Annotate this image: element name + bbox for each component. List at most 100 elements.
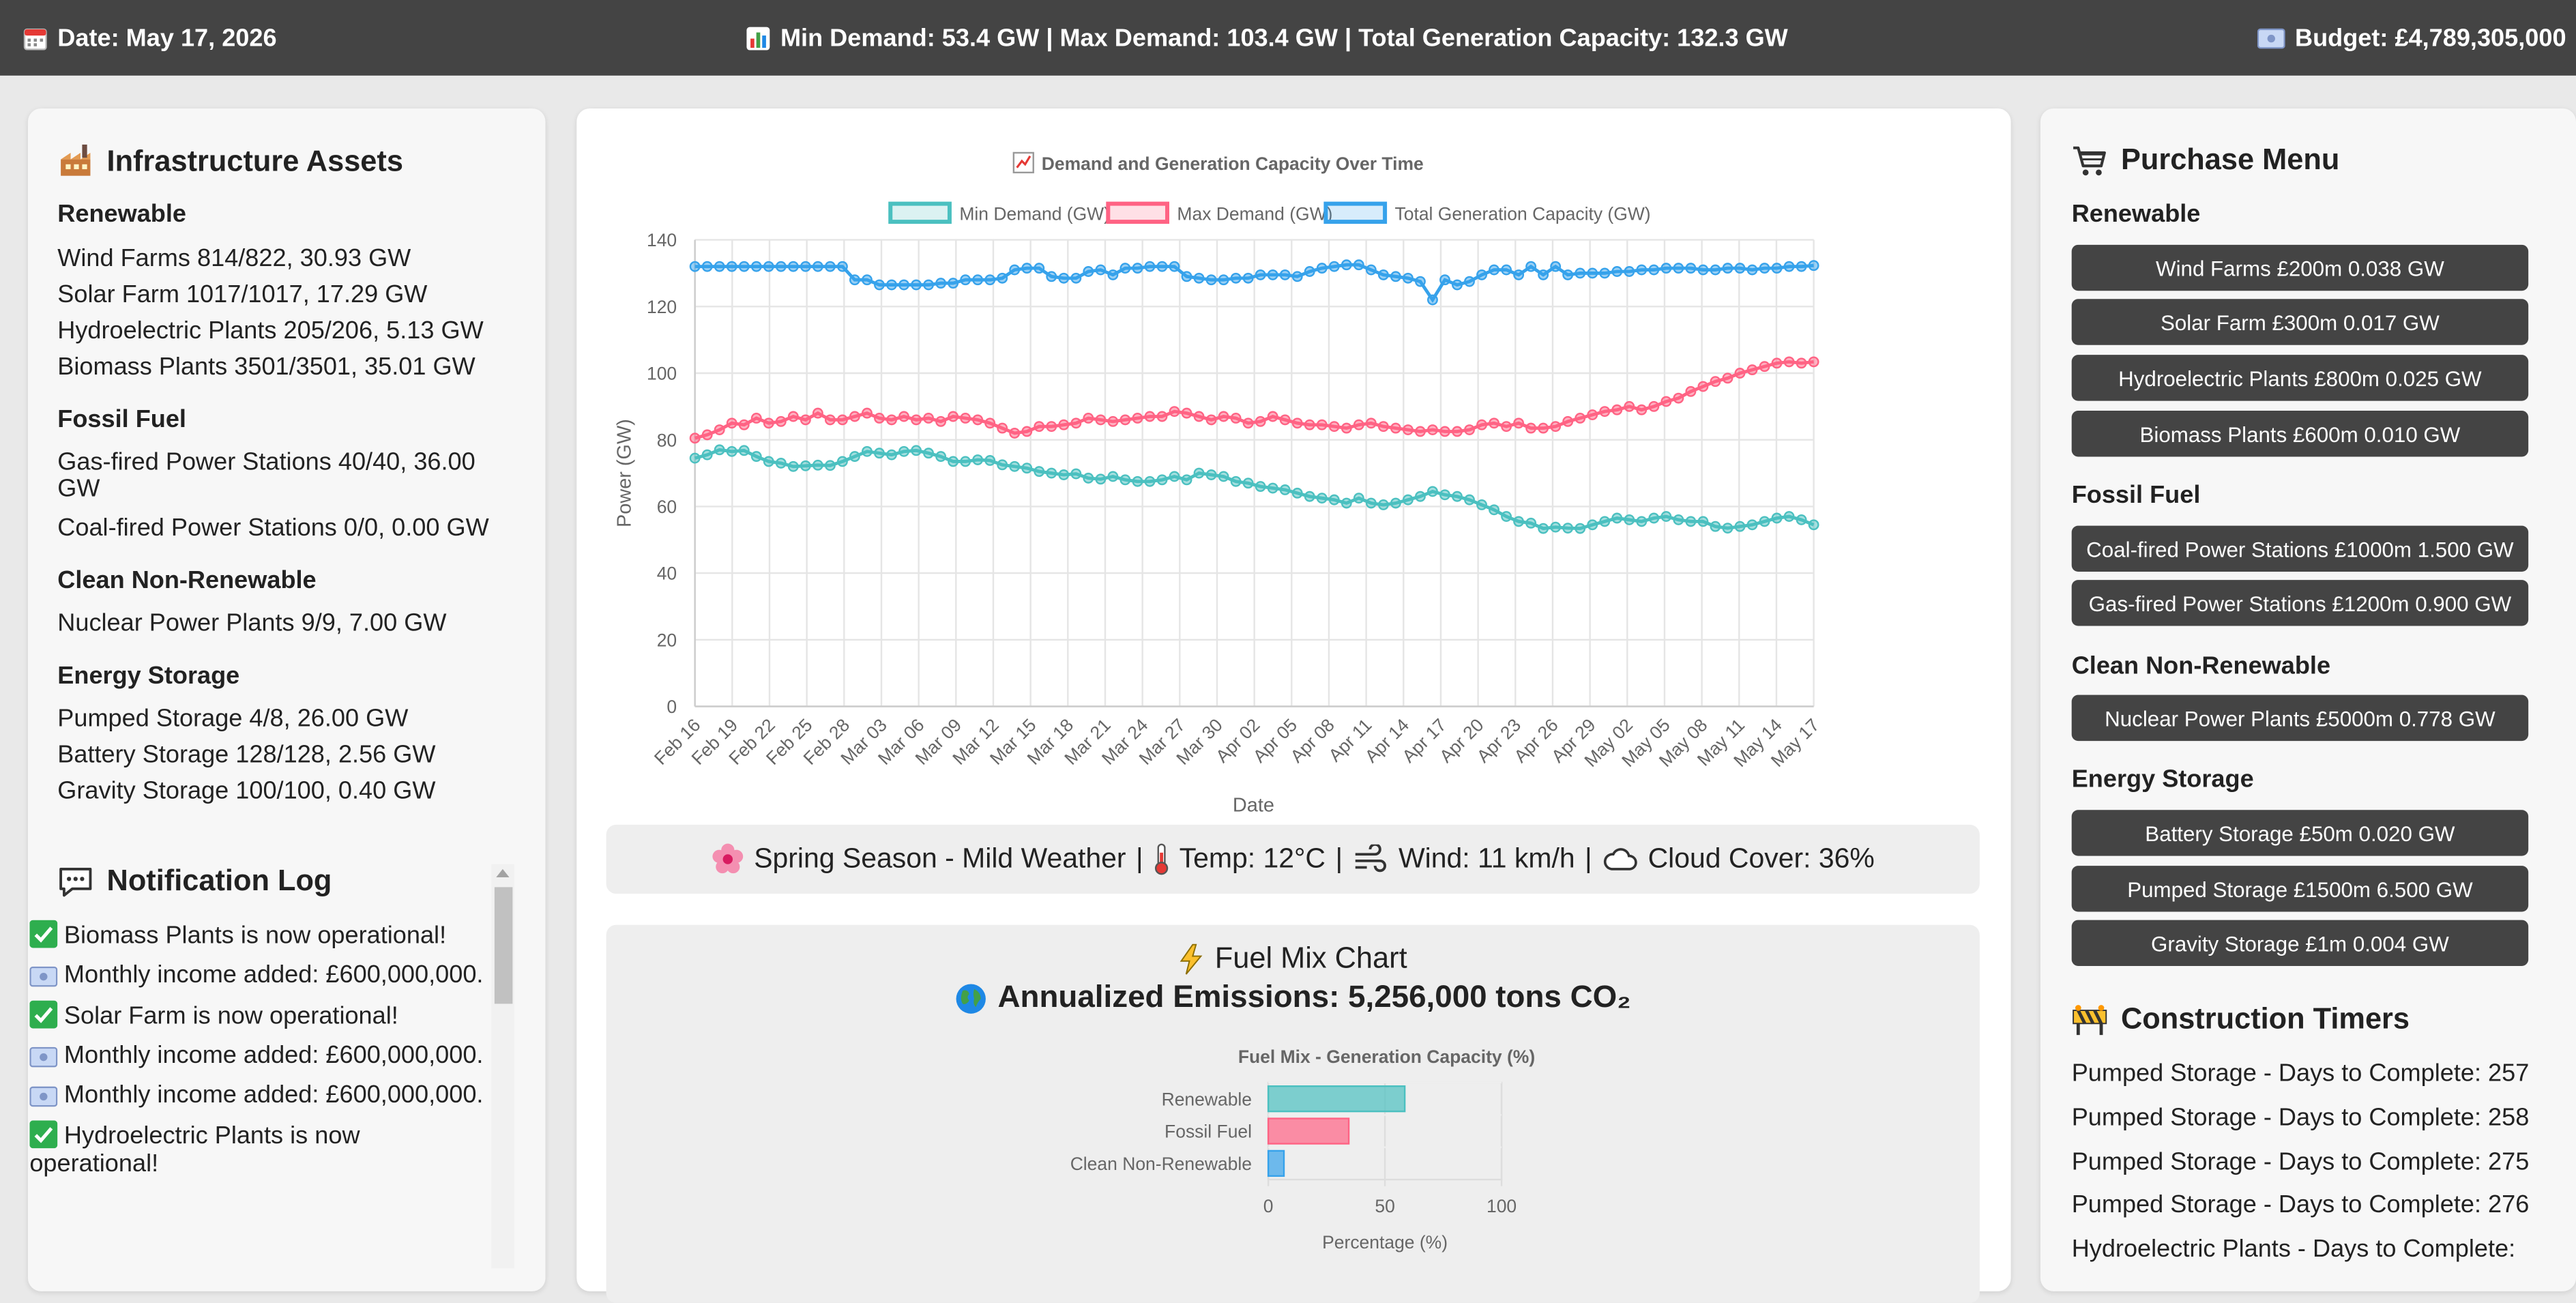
data-point <box>1426 486 1438 497</box>
wind-icon <box>1353 844 1389 874</box>
check-icon <box>29 1120 58 1149</box>
fuel-category-label: Clean Non-Renewable <box>1070 1154 1252 1174</box>
data-point <box>997 459 1008 471</box>
purchase-category-renewable: Renewable <box>2071 200 2201 229</box>
data-point <box>836 414 848 426</box>
data-point <box>1722 372 1733 384</box>
data-point <box>1193 467 1205 479</box>
notification-entry: Monthly income added: £600,000,000. <box>29 961 489 989</box>
data-point <box>1783 356 1795 368</box>
buy-hydroelectric-button[interactable]: Hydroelectric Plants £800m 0.025 GW <box>2071 355 2529 401</box>
buy-biomass-button[interactable]: Biomass Plants £600m 0.010 GW <box>2071 411 2529 457</box>
money-icon <box>29 1086 58 1107</box>
data-point <box>948 411 959 422</box>
infrastructure-panel: Infrastructure Assets Renewable Wind Far… <box>27 108 546 1291</box>
data-point <box>1365 418 1377 429</box>
data-point <box>1132 412 1143 424</box>
data-point <box>1599 406 1611 418</box>
speech-bubble-icon <box>57 865 93 898</box>
data-point <box>1636 264 1648 276</box>
data-point <box>738 261 750 272</box>
data-point <box>738 445 750 456</box>
data-point <box>1734 263 1746 274</box>
data-point <box>1746 519 1758 531</box>
data-point <box>726 261 737 272</box>
data-point <box>1242 272 1254 284</box>
thermometer-icon <box>1153 843 1169 875</box>
data-point <box>1464 424 1475 435</box>
data-point <box>1697 381 1709 392</box>
cloud-cover-text: Cloud Cover: 36% <box>1648 843 1875 875</box>
wind-text: Wind: 11 km/h <box>1398 843 1575 875</box>
data-point <box>1390 422 1401 434</box>
data-point <box>689 452 701 464</box>
data-point <box>824 414 836 426</box>
data-point <box>1046 421 1057 433</box>
data-point <box>1673 514 1684 525</box>
data-point <box>1230 412 1242 424</box>
data-point <box>1021 426 1033 437</box>
asset-item: Biomass Plants 3501/3501, 35.01 GW <box>57 353 475 381</box>
buy-nuclear-button[interactable]: Nuclear Power Plants £5000m 0.778 GW <box>2071 694 2529 742</box>
data-point <box>738 419 750 430</box>
data-point <box>800 414 811 426</box>
data-point <box>1230 475 1242 487</box>
data-point <box>812 261 823 272</box>
notification-list[interactable]: Biomass Plants is now operational! Month… <box>29 920 489 1269</box>
legend-item[interactable]: Total Generation Capacity (GW) <box>1323 201 1651 224</box>
data-point <box>1525 517 1537 529</box>
infrastructure-title-text: Infrastructure Assets <box>106 143 403 177</box>
money-icon <box>29 966 58 987</box>
buy-solar-farm-button[interactable]: Solar Farm £300m 0.017 GW <box>2071 299 2529 345</box>
data-point <box>1808 356 1819 368</box>
data-point <box>750 261 762 272</box>
data-point <box>1218 411 1229 422</box>
data-point <box>714 424 725 435</box>
data-point <box>1426 424 1438 435</box>
purchase-menu-title-text: Purchase Menu <box>2120 143 2340 176</box>
asset-item: Pumped Storage 4/8, 26.00 GW <box>57 705 409 733</box>
data-point <box>1304 491 1315 502</box>
data-point <box>1390 497 1401 509</box>
data-point <box>997 272 1008 284</box>
data-point <box>923 279 935 291</box>
fuel-bar <box>1267 1085 1406 1113</box>
data-point <box>824 460 836 471</box>
data-point <box>1771 357 1783 369</box>
buy-gas-button[interactable]: Gas-fired Power Stations £1200m 0.900 GW <box>2071 580 2529 626</box>
data-point <box>1587 409 1598 421</box>
lightning-icon <box>1179 942 1205 975</box>
data-point <box>1181 271 1192 282</box>
fuel-category-label: Fossil Fuel <box>1165 1122 1252 1142</box>
notification-text: Hydroelectric Plants is now operational! <box>29 1122 360 1178</box>
buy-pumped-storage-button[interactable]: Pumped Storage £1500m 6.500 GW <box>2071 866 2529 912</box>
legend-item[interactable]: Max Demand (GW) <box>1106 201 1332 224</box>
notification-scrollbar[interactable] <box>491 864 514 1269</box>
notification-log-title-text: Notification Log <box>106 864 332 897</box>
data-point <box>1611 266 1623 277</box>
notification-entry: Monthly income added: £600,000,000. <box>29 1081 489 1109</box>
data-point <box>1095 473 1107 485</box>
buy-battery-button[interactable]: Battery Storage £50m 0.020 GW <box>2071 810 2529 856</box>
notification-entry: Monthly income added: £600,000,000. <box>29 1042 489 1070</box>
data-point <box>1205 469 1217 480</box>
data-point <box>1710 376 1721 387</box>
buy-wind-farms-button[interactable]: Wind Farms £200m 0.038 GW <box>2071 244 2529 291</box>
fuel-mix-chart: Fuel Mix - Generation Capacity (%) 0 50 10… <box>1070 1046 1535 1253</box>
data-point <box>1414 491 1426 502</box>
data-point <box>1624 514 1635 525</box>
timer-entry: Pumped Storage - Days to Complete: 257 <box>2071 1059 2530 1088</box>
data-point <box>726 418 737 429</box>
buy-coal-button[interactable]: Coal-fired Power Stations £1000m 1.500 G… <box>2071 525 2529 572</box>
scroll-up-arrow-icon[interactable] <box>496 868 510 877</box>
data-point <box>849 274 860 286</box>
asset-item: Nuclear Power Plants 9/9, 7.00 GW <box>57 609 447 638</box>
data-point <box>775 415 787 427</box>
buy-gravity-button[interactable]: Gravity Storage £1m 0.004 GW <box>2071 920 2529 966</box>
scrollbar-thumb[interactable] <box>494 887 513 1004</box>
legend-swatch <box>1323 201 1388 224</box>
data-point <box>1746 364 1758 376</box>
data-point <box>1550 261 1562 272</box>
legend-item[interactable]: Min Demand (GW) <box>888 201 1110 224</box>
